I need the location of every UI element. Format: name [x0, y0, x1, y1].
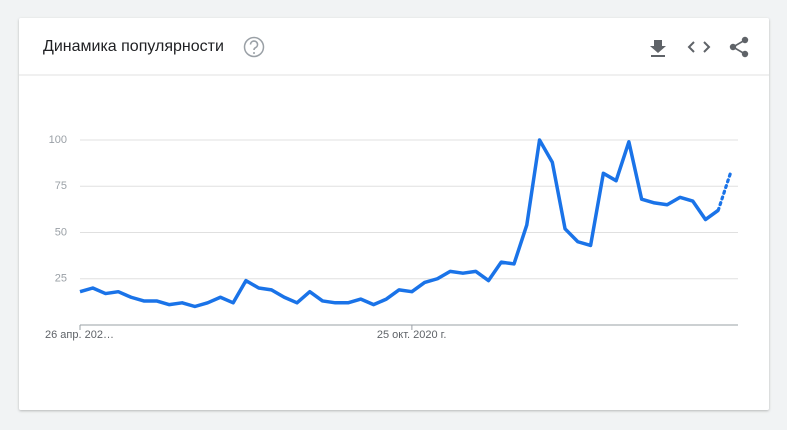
- share-icon[interactable]: [729, 36, 749, 58]
- partial-trend-line: [716, 169, 733, 212]
- x-tick-label: 26 апр. 202…: [45, 329, 114, 341]
- x-tick-label: 25 окт. 2020 г.: [377, 329, 447, 341]
- y-tick-label: 75: [55, 180, 67, 192]
- widget-title: Динамика популярности: [43, 38, 224, 55]
- y-tick-label: 100: [49, 134, 67, 146]
- help-icon[interactable]: [243, 36, 265, 58]
- download-icon[interactable]: [650, 40, 666, 57]
- trend-line: [79, 138, 720, 309]
- y-tick-label: 50: [55, 226, 67, 238]
- y-tick-label: 25: [55, 273, 67, 285]
- embed-icon[interactable]: [687, 41, 711, 53]
- card: [19, 18, 769, 410]
